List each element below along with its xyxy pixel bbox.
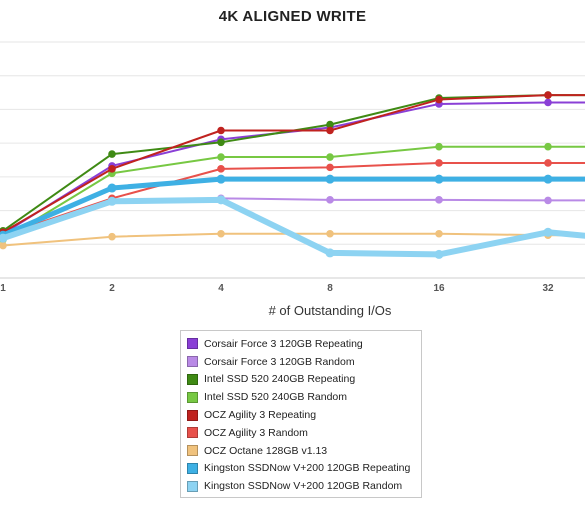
- data-point: [326, 153, 334, 161]
- legend-swatch: [187, 427, 198, 439]
- legend-item: OCZ Agility 3 Repeating: [187, 406, 415, 424]
- data-point: [0, 241, 7, 250]
- x-tick-label: 4: [218, 283, 224, 294]
- series-line: [2, 196, 585, 258]
- data-point: [217, 138, 225, 147]
- legend-item: Kingston SSDNow V+200 120GB Random: [187, 477, 415, 495]
- data-point: [107, 183, 117, 193]
- x-tick-label: 16: [433, 283, 445, 294]
- data-point: [544, 196, 552, 205]
- data-point: [108, 150, 116, 158]
- x-axis-ticks: 1248163264: [0, 283, 554, 294]
- legend-label: Kingston SSDNow V+200 120GB Random: [204, 480, 403, 493]
- legend-swatch: [187, 480, 198, 492]
- data-point: [325, 174, 335, 184]
- legend-label: Intel SSD 520 240GB Repeating: [204, 373, 356, 386]
- legend-swatch: [187, 356, 198, 368]
- data-point: [434, 249, 444, 259]
- data-point: [544, 142, 552, 151]
- data-point: [216, 195, 226, 205]
- series-4: [0, 142, 585, 244]
- data-point: [217, 153, 225, 161]
- data-point: [543, 227, 553, 237]
- x-tick-label: 8: [327, 283, 333, 294]
- data-point: [108, 232, 116, 241]
- data-point: [326, 229, 334, 238]
- data-point: [217, 126, 225, 135]
- data-point: [216, 174, 226, 184]
- data-point: [435, 95, 443, 104]
- series-9: [0, 195, 585, 259]
- legend-swatch: [187, 391, 198, 403]
- legend-item: Intel SSD 520 240GB Random: [187, 388, 415, 406]
- x-tick-label: 2: [109, 283, 115, 294]
- x-tick-label: 32: [542, 283, 554, 294]
- legend-label: OCZ Octane 128GB v1.13: [204, 444, 328, 457]
- legend-label: Kingston SSDNow V+200 120GB Repeating: [204, 462, 411, 475]
- data-point: [0, 233, 8, 243]
- data-point: [544, 98, 552, 107]
- legend-swatch: [187, 373, 198, 385]
- series-line: [2, 145, 585, 241]
- data-point: [435, 196, 443, 204]
- legend-item: OCZ Agility 3 Random: [187, 424, 415, 442]
- legend-item: Kingston SSDNow V+200 120GB Repeating: [187, 460, 415, 478]
- data-point: [543, 174, 553, 184]
- legend-item: OCZ Octane 128GB v1.13: [187, 442, 415, 460]
- legend-label: Corsair Force 3 120GB Repeating: [204, 337, 363, 350]
- data-point: [435, 229, 443, 238]
- series-8: [0, 174, 585, 240]
- legend-label: OCZ Agility 3 Random: [204, 426, 308, 439]
- series-line: [2, 197, 585, 238]
- data-point: [217, 165, 225, 173]
- data-point: [544, 159, 552, 167]
- x-tick-label: 1: [0, 283, 6, 294]
- legend-swatch: [187, 338, 198, 350]
- data-point: [434, 174, 444, 184]
- data-point: [108, 165, 116, 173]
- data-point: [326, 120, 334, 129]
- legend-label: OCZ Agility 3 Repeating: [204, 409, 317, 422]
- legend-label: Corsair Force 3 120GB Random: [204, 355, 355, 368]
- data-point: [326, 196, 334, 204]
- data-point: [107, 196, 117, 206]
- data-point: [326, 126, 334, 135]
- series-5: [0, 91, 585, 237]
- legend-item: Corsair Force 3 120GB Repeating: [187, 335, 415, 353]
- legend-swatch: [187, 462, 198, 474]
- legend-swatch: [187, 409, 198, 421]
- data-point: [435, 159, 443, 167]
- series-layer: [0, 91, 585, 259]
- legend-swatch: [187, 445, 198, 457]
- data-point: [217, 229, 225, 238]
- legend-item: Corsair Force 3 120GB Random: [187, 353, 415, 371]
- legend: Corsair Force 3 120GB Repeating Corsair F…: [180, 330, 422, 498]
- legend-label: Intel SSD 520 240GB Random: [204, 391, 348, 404]
- data-point: [544, 91, 552, 99]
- data-point: [326, 163, 334, 172]
- x-axis-title: # of Outstanding I/Os: [269, 303, 392, 318]
- legend-item: Intel SSD 520 240GB Repeating: [187, 371, 415, 389]
- data-point: [325, 248, 335, 258]
- chart-title: 4K ALIGNED WRITE: [218, 8, 367, 25]
- data-point: [435, 142, 443, 151]
